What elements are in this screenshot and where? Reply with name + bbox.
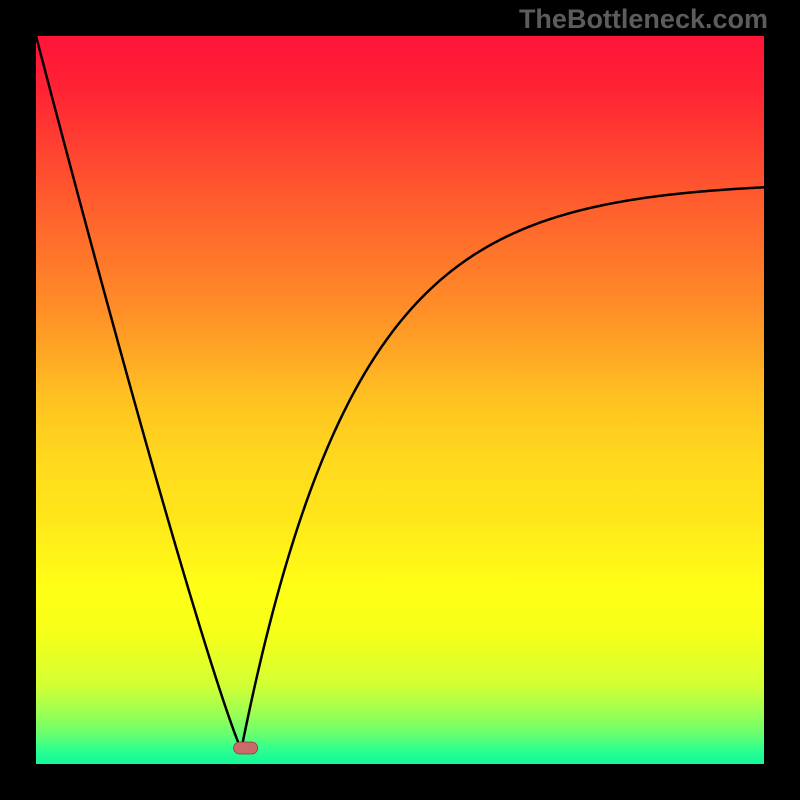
watermark-text: TheBottleneck.com	[519, 4, 768, 35]
chart-svg	[36, 36, 764, 764]
plot-area	[36, 36, 764, 764]
gradient-background	[36, 36, 764, 764]
notch-marker	[234, 742, 258, 754]
chart-root: { "canvas": { "width": 800, "height": 80…	[0, 0, 800, 800]
